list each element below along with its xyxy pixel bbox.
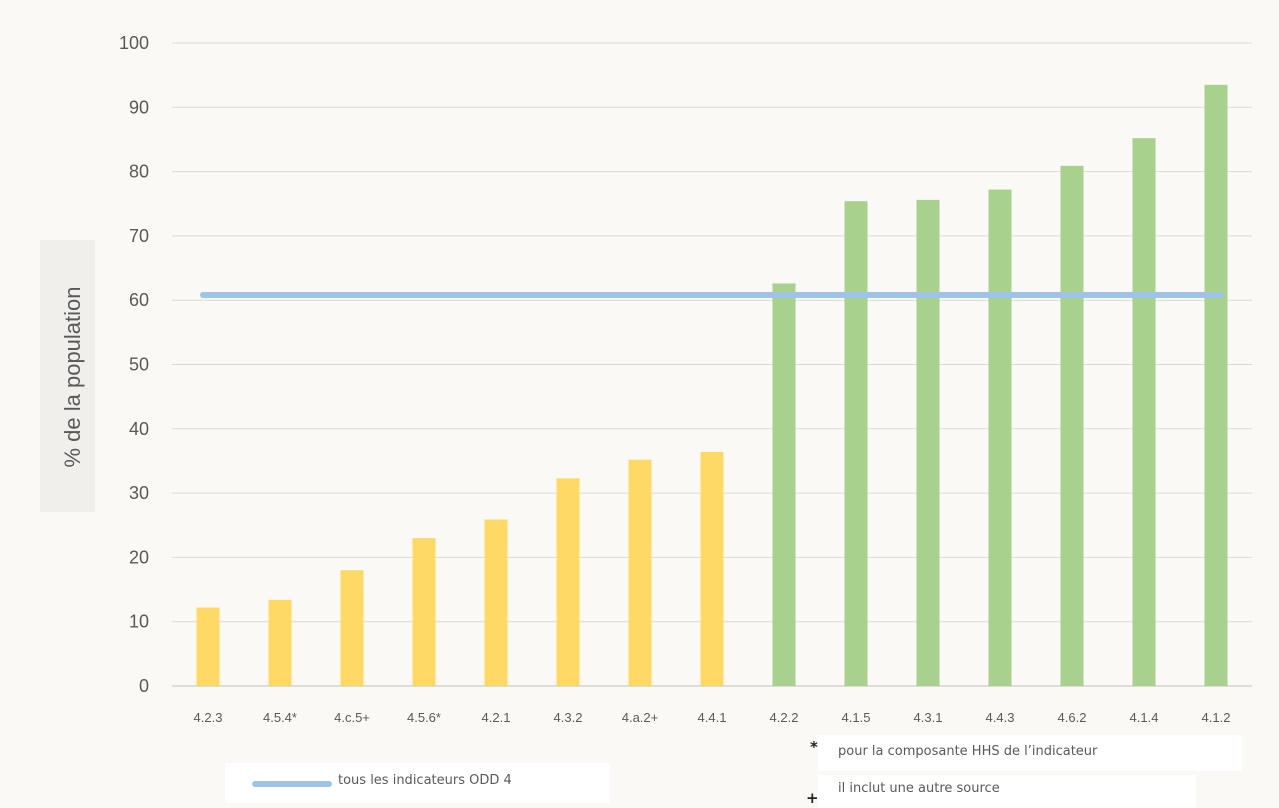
bar-4.2.3	[196, 607, 220, 686]
x-tick-label: 4.4.1	[698, 710, 727, 725]
y-axis-label: % de la population	[60, 286, 85, 467]
y-tick-label: 0	[139, 676, 149, 696]
bar-4.3.1	[916, 199, 940, 686]
bar-4.2.1	[484, 519, 508, 686]
footnote-text-1: pour la composante HHS de l’indicateur	[838, 744, 1098, 759]
x-tick-label: 4.4.3	[986, 710, 1015, 725]
y-tick-label: 80	[129, 162, 149, 182]
y-tick-label: 90	[129, 97, 149, 117]
bar-4.3.2	[556, 478, 580, 686]
footnote-text-2: il inclut une autre source	[838, 781, 1000, 796]
footnote-box-2: + il inclut une autre source	[806, 775, 1196, 808]
bars	[196, 84, 1228, 687]
y-tick-label: 100	[119, 33, 149, 53]
y-tick-label: 60	[129, 290, 149, 310]
x-tick-label: 4.a.2+	[622, 710, 659, 725]
legend-series-label: tous les indicateurs ODD 4	[338, 773, 512, 788]
x-tick-label: 4.1.2	[1202, 710, 1231, 725]
x-tick-label: 4.1.4	[1130, 710, 1159, 725]
bar-4.5.4*	[268, 599, 292, 686]
footnote-symbol-plus: +	[806, 789, 819, 807]
x-tick-label: 4.2.1	[482, 710, 511, 725]
footnote-box-1: * pour la composante HHS de l’indicateur	[810, 735, 1242, 771]
x-tick-label: 4.3.1	[914, 710, 943, 725]
bar-4.1.2	[1204, 84, 1228, 687]
x-tick-label: 4.c.5+	[334, 710, 370, 725]
bar-4.1.5	[844, 201, 868, 687]
x-tick-label: 4.6.2	[1058, 710, 1087, 725]
ylabel-background	[40, 240, 95, 512]
x-tick-label: 4.5.4*	[263, 710, 297, 725]
x-tick-labels: 4.2.3 4.5.4* 4.c.5+ 4.5.6* 4.2.1 4.3.2 4.a.2+ 4…	[194, 710, 1231, 725]
bar-4.5.6*	[412, 538, 436, 686]
x-tick-label: 4.2.2	[770, 710, 799, 725]
x-tick-label: 4.3.2	[554, 710, 583, 725]
bar-4.c.5+	[340, 570, 364, 686]
legend-series-box: tous les indicateurs ODD 4	[225, 763, 610, 803]
footnote-symbol-asterisk: *	[810, 738, 818, 756]
y-tick-label: 10	[129, 612, 149, 632]
y-tick-label: 50	[129, 355, 149, 375]
x-tick-label: 4.2.3	[194, 710, 223, 725]
legend-line-swatch	[252, 781, 332, 787]
y-tick-label: 30	[129, 483, 149, 503]
x-tick-label: 4.5.6*	[407, 710, 441, 725]
bar-4.4.1	[700, 451, 724, 686]
x-tick-label: 4.1.5	[842, 710, 871, 725]
y-tick-label: 20	[129, 547, 149, 567]
y-tick-labels: 0 10 20 30 40 50 60 70 80 90 100	[119, 33, 149, 696]
bar-4.2.2	[772, 283, 796, 686]
bar-4.4.3	[988, 189, 1012, 686]
bar-4.6.2	[1060, 165, 1084, 687]
y-tick-label: 40	[129, 419, 149, 439]
bar-4.a.2+	[628, 459, 652, 686]
y-tick-label: 70	[129, 226, 149, 246]
bar-4.1.4	[1132, 138, 1156, 686]
